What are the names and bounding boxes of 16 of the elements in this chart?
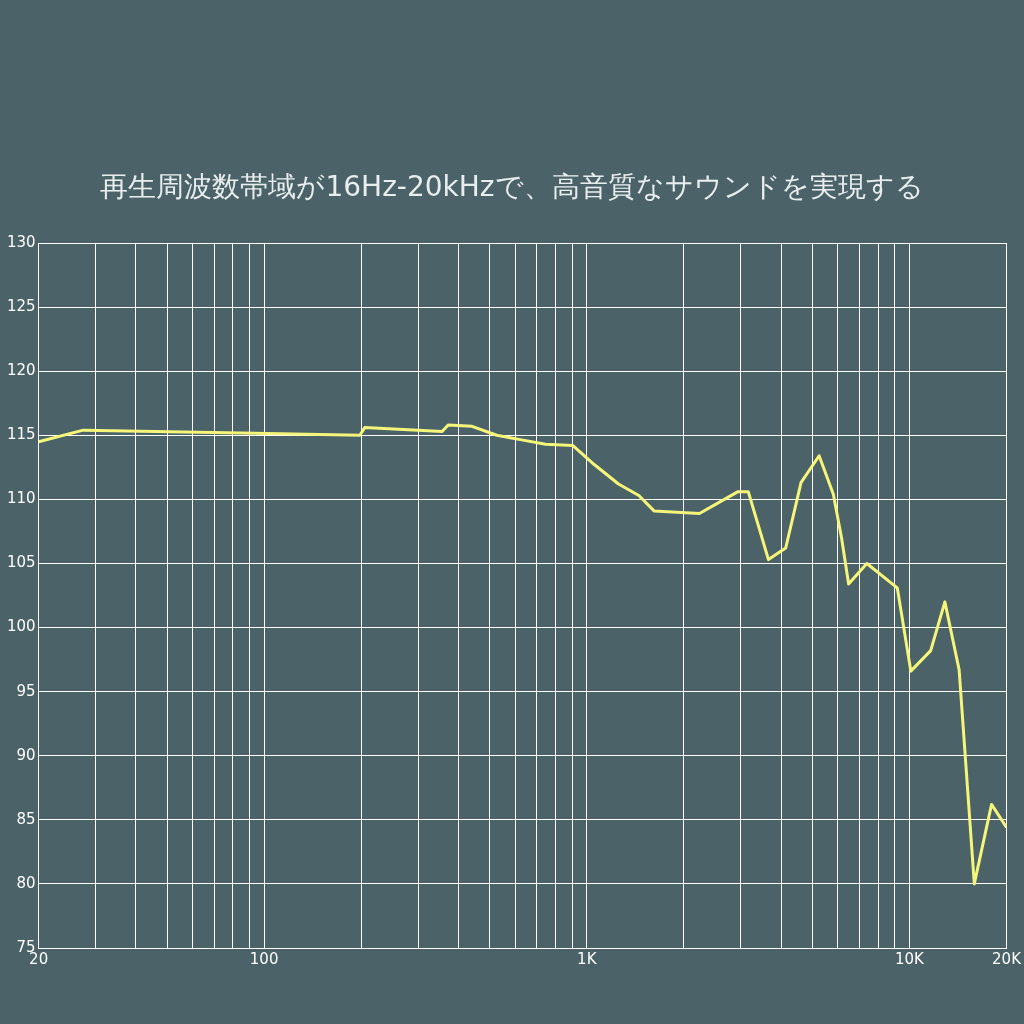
x-tick-label: 20K xyxy=(992,949,1023,968)
chart-title: 再生周波数帯域が16Hz-20kHzで、高音質なサウンドを実現する xyxy=(99,169,925,205)
y-tick-label: 100 xyxy=(6,617,36,636)
y-tick-label: 105 xyxy=(6,553,36,572)
y-tick-label: 115 xyxy=(6,425,36,444)
y-tick-label: 80 xyxy=(16,873,36,892)
x-tick-label: 1K xyxy=(577,949,598,968)
y-tick-label: 85 xyxy=(16,809,36,828)
y-tick-label: 110 xyxy=(6,489,36,508)
y-tick-label: 90 xyxy=(16,745,36,764)
x-tick-label: 10K xyxy=(894,949,926,968)
y-tick-label: 125 xyxy=(6,296,36,315)
y-tick-label: 95 xyxy=(16,681,36,700)
y-tick-label: 120 xyxy=(6,361,36,380)
x-tick-label: 100 xyxy=(249,949,279,968)
y-tick-label: 130 xyxy=(6,232,36,251)
